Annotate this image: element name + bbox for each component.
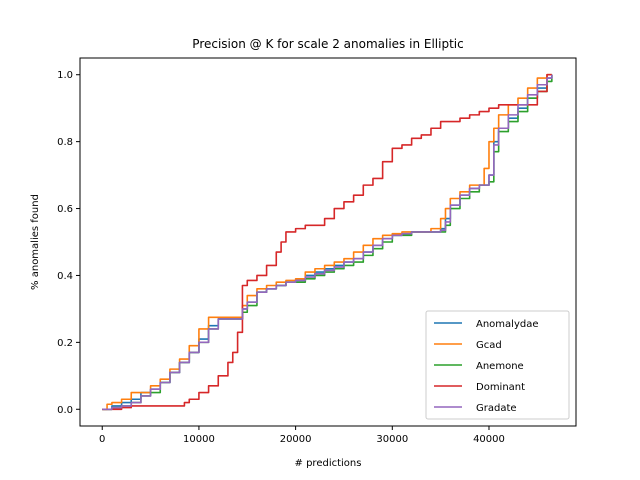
y-axis: 0.0 0.2 0.4 0.6 0.8 1.0 <box>57 70 80 416</box>
y-tick-label: 0.4 <box>57 271 73 282</box>
x-axis: 0 10000 20000 30000 40000 <box>99 426 505 445</box>
axes-frame <box>79 57 577 427</box>
chart-title: Precision @ K for scale 2 anomalies in E… <box>192 37 463 51</box>
legend-entry: Anomalydae <box>476 319 539 330</box>
x-tick-label: 40000 <box>473 434 505 445</box>
y-tick-label: 0.6 <box>57 204 73 215</box>
y-tick-label: 1.0 <box>57 70 73 81</box>
y-axis-label: % anomalies found <box>30 194 41 290</box>
x-axis-label: # predictions <box>295 458 362 469</box>
x-tick-label: 10000 <box>183 434 215 445</box>
legend-entry: Gcad <box>476 340 502 351</box>
x-tick-label: 0 <box>99 434 105 445</box>
x-tick-label: 20000 <box>280 434 312 445</box>
legend-box <box>425 310 570 420</box>
series-line-dominant <box>102 73 552 411</box>
legend: Anomalydae Gcad Anemone Dominant Gradate <box>425 310 570 420</box>
legend-entry: Anemone <box>476 361 524 372</box>
legend-entry: Gradate <box>476 403 517 414</box>
y-tick-label: 0.0 <box>57 405 73 416</box>
series-line-gradate <box>102 74 553 411</box>
y-tick-label: 0.2 <box>57 338 73 349</box>
y-tick-label: 0.8 <box>57 137 73 148</box>
x-tick-label: 30000 <box>376 434 408 445</box>
legend-entry: Dominant <box>476 382 525 393</box>
series-layer <box>102 73 553 411</box>
